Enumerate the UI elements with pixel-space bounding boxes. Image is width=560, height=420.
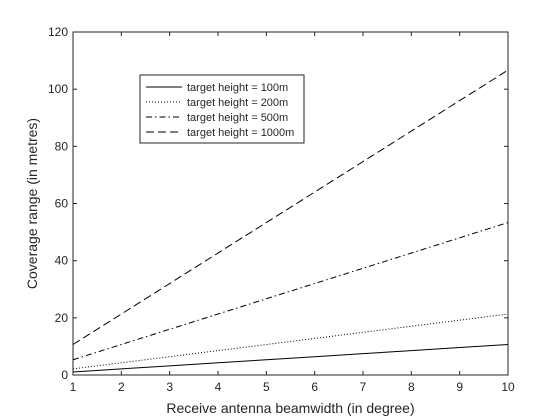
y-axis: 0 20 40 60 80 100 120 xyxy=(48,25,508,382)
x-tick-label: 9 xyxy=(456,380,463,394)
y-tick-label: 60 xyxy=(55,197,69,211)
x-axis: 1 2 3 4 5 6 7 8 9 10 xyxy=(70,32,515,394)
legend-box xyxy=(139,74,305,144)
series-line-3 xyxy=(72,222,509,361)
y-axis-label: Coverage range (in metres) xyxy=(24,118,40,289)
y-tick-label: 100 xyxy=(48,82,68,96)
legend-label-3: target height = 500m xyxy=(187,112,288,124)
legend-label-1: target height = 100m xyxy=(187,82,288,94)
x-tick-label: 6 xyxy=(311,380,318,394)
x-axis-label: Receive antenna beamwidth (in degree) xyxy=(166,400,414,416)
y-tick-label: 0 xyxy=(61,368,68,382)
series-line-4 xyxy=(72,69,509,345)
y-tick-label: 40 xyxy=(55,254,69,268)
x-tick-label: 7 xyxy=(360,380,367,394)
series-line-1 xyxy=(72,344,509,373)
x-tick-label: 1 xyxy=(70,380,77,394)
x-tick-label: 4 xyxy=(215,380,222,394)
legend-label-4: target height = 1000m xyxy=(187,127,294,139)
x-tick-label: 8 xyxy=(408,380,415,394)
series-lines xyxy=(72,69,509,373)
x-tick-label: 2 xyxy=(118,380,125,394)
x-tick-label: 10 xyxy=(501,380,515,394)
x-tick-label: 5 xyxy=(263,380,270,394)
legend: target height = 100m target height = 200m… xyxy=(139,74,305,144)
series-line-2 xyxy=(72,313,509,370)
y-tick-label: 120 xyxy=(48,25,68,39)
y-tick-label: 20 xyxy=(55,311,69,325)
y-tick-label: 80 xyxy=(55,139,69,153)
legend-label-2: target height = 200m xyxy=(187,97,288,109)
x-tick-label: 3 xyxy=(166,380,173,394)
